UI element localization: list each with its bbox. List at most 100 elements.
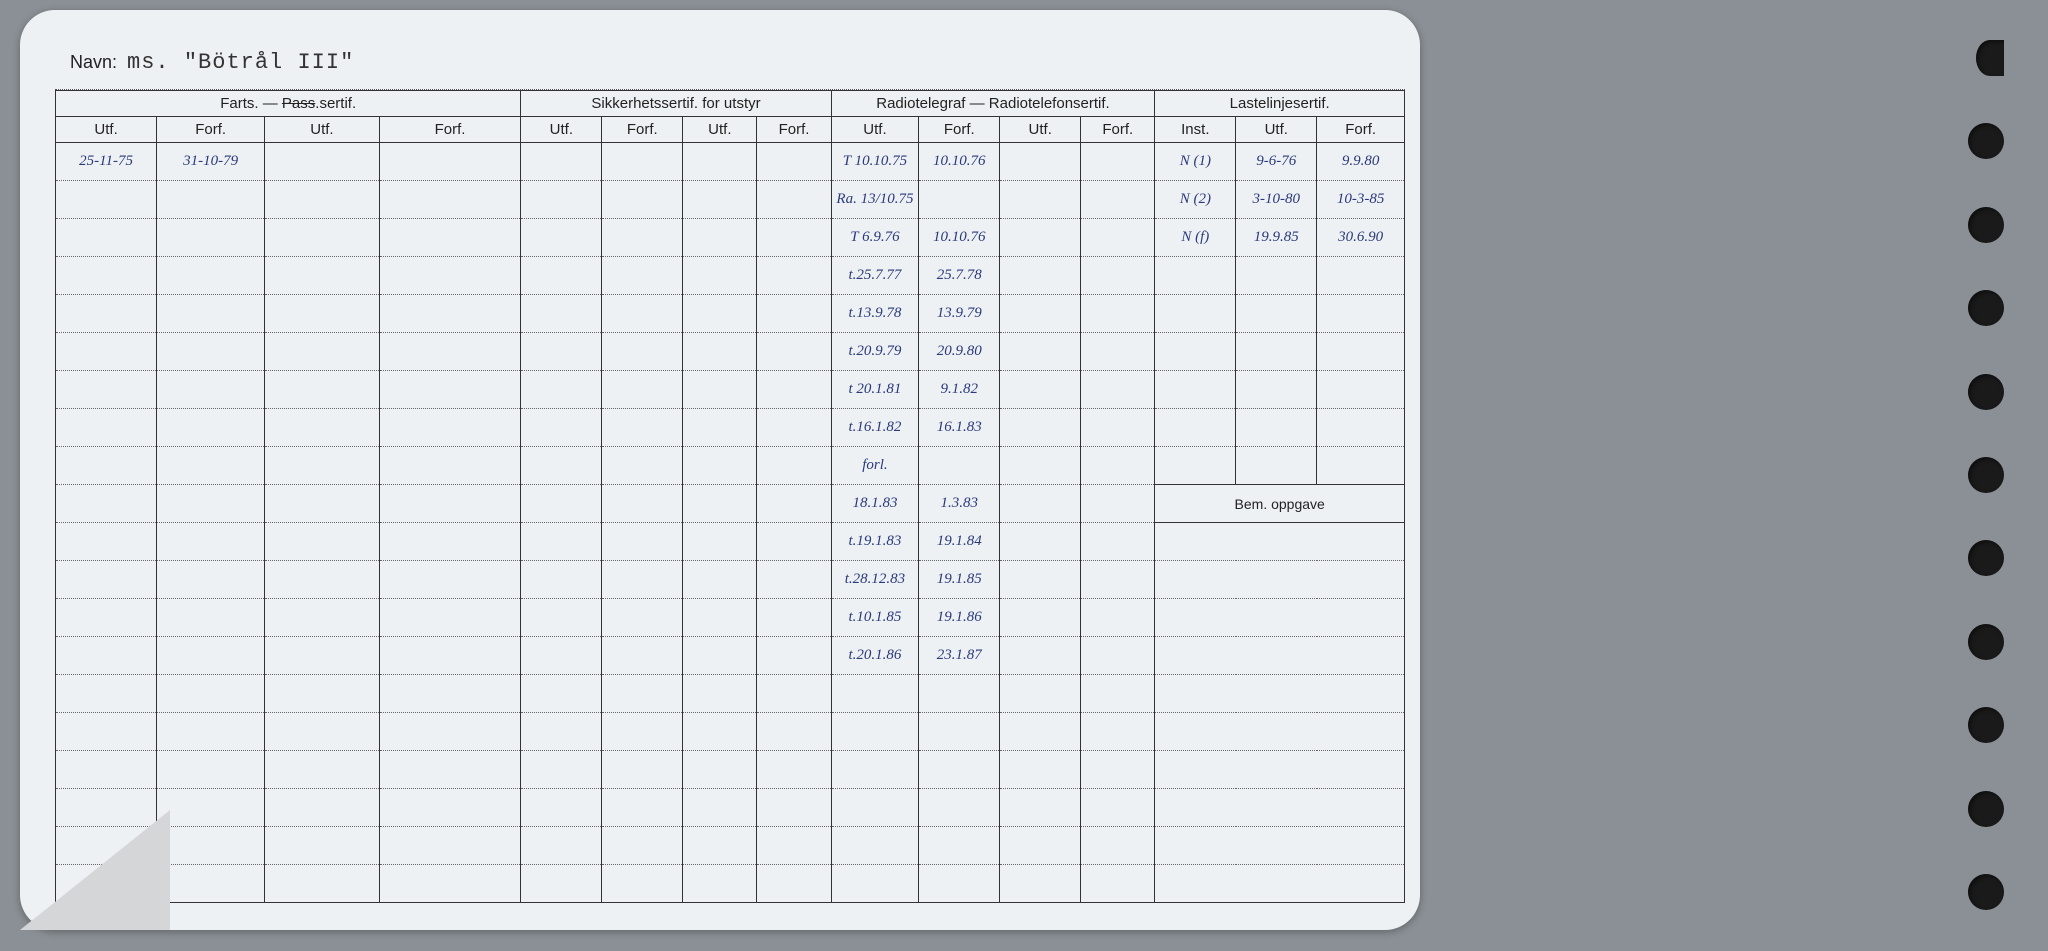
- cell: [919, 713, 1000, 751]
- cell: N (2): [1155, 181, 1236, 219]
- cell: [757, 143, 831, 181]
- table-row: t.28.12.8319.1.85: [56, 561, 1405, 599]
- cell: [56, 371, 157, 409]
- navn-label: Navn:: [70, 52, 117, 73]
- header-radio: Radiotelegraf — Radiotelefonsertif.: [831, 91, 1155, 117]
- navn-row: Navn: ms. "Bötrål III": [55, 35, 1405, 90]
- cell: 18.1.83: [831, 485, 919, 523]
- cell: [683, 447, 757, 485]
- cell: [265, 827, 380, 865]
- cell: [379, 637, 521, 675]
- cell: [1081, 181, 1155, 219]
- cell: [683, 523, 757, 561]
- cell: [757, 599, 831, 637]
- cell: [379, 219, 521, 257]
- cell: [521, 713, 602, 751]
- sub-utf: Utf.: [1000, 117, 1081, 143]
- cell: [521, 789, 602, 827]
- cell: [1081, 447, 1155, 485]
- cell: [1081, 219, 1155, 257]
- cell: [1081, 675, 1155, 713]
- cell: t.13.9.78: [831, 295, 919, 333]
- cell: 19.1.84: [919, 523, 1000, 561]
- cell: [757, 219, 831, 257]
- cell: t.20.1.86: [831, 637, 919, 675]
- cell: [602, 637, 683, 675]
- cell: [265, 143, 380, 181]
- cell: [683, 751, 757, 789]
- cell: [157, 181, 265, 219]
- cell: [757, 865, 831, 903]
- sub-forf: Forf.: [757, 117, 831, 143]
- cell: t 20.1.81: [831, 371, 919, 409]
- table-row: T 6.9.7610.10.76N (f)19.9.8530.6.90: [56, 219, 1405, 257]
- table-row: forl.: [56, 447, 1405, 485]
- cell: [602, 561, 683, 599]
- cell: [1155, 371, 1236, 409]
- cell: [1081, 599, 1155, 637]
- cell: [265, 789, 380, 827]
- cell: [379, 409, 521, 447]
- bem-cell: [1155, 713, 1405, 751]
- cell: [1236, 409, 1317, 447]
- table-row: [56, 675, 1405, 713]
- cell: [265, 447, 380, 485]
- cell: [1236, 295, 1317, 333]
- cell: forl.: [831, 447, 919, 485]
- cell: [1000, 827, 1081, 865]
- cell: 9.9.80: [1317, 143, 1405, 181]
- cell: [1155, 447, 1236, 485]
- cell: [379, 447, 521, 485]
- cell: [265, 523, 380, 561]
- cell: [1155, 333, 1236, 371]
- cell: [521, 637, 602, 675]
- cell: [757, 485, 831, 523]
- cell: [379, 827, 521, 865]
- cell: [1155, 409, 1236, 447]
- cell: N (f): [1155, 219, 1236, 257]
- cell: [1000, 409, 1081, 447]
- sub-utf: Utf.: [683, 117, 757, 143]
- cell: [919, 865, 1000, 903]
- sub-forf: Forf.: [919, 117, 1000, 143]
- cell: t.16.1.82: [831, 409, 919, 447]
- cell: [757, 523, 831, 561]
- binder-hole: [1968, 540, 2004, 576]
- cell: [757, 181, 831, 219]
- bem-cell: [1155, 637, 1405, 675]
- cell: [831, 827, 919, 865]
- cell: [919, 447, 1000, 485]
- cell: [602, 295, 683, 333]
- cell: [1000, 751, 1081, 789]
- cell: [602, 751, 683, 789]
- cell: [1000, 219, 1081, 257]
- cell: [1081, 143, 1155, 181]
- cell: [757, 295, 831, 333]
- header-lastelinje: Lastelinjesertif.: [1155, 91, 1405, 117]
- cell: 20.9.80: [919, 333, 1000, 371]
- table-row: [56, 713, 1405, 751]
- cell: [683, 219, 757, 257]
- cell: [1081, 713, 1155, 751]
- table-row: [56, 789, 1405, 827]
- cell: [683, 371, 757, 409]
- cell: [265, 561, 380, 599]
- cell: [1317, 257, 1405, 295]
- cell: [379, 485, 521, 523]
- cell: [1000, 295, 1081, 333]
- cell: [757, 827, 831, 865]
- cell: [1236, 333, 1317, 371]
- cell: [265, 181, 380, 219]
- cell: [56, 447, 157, 485]
- binder-hole: [1968, 207, 2004, 243]
- cell: 10.10.76: [919, 143, 1000, 181]
- cell: [265, 751, 380, 789]
- cell: [56, 599, 157, 637]
- binder-hole: [1968, 123, 2004, 159]
- cell: t.20.9.79: [831, 333, 919, 371]
- cell: 30.6.90: [1317, 219, 1405, 257]
- cell: [1317, 333, 1405, 371]
- cell: [379, 789, 521, 827]
- cell: [1000, 371, 1081, 409]
- cell: [379, 257, 521, 295]
